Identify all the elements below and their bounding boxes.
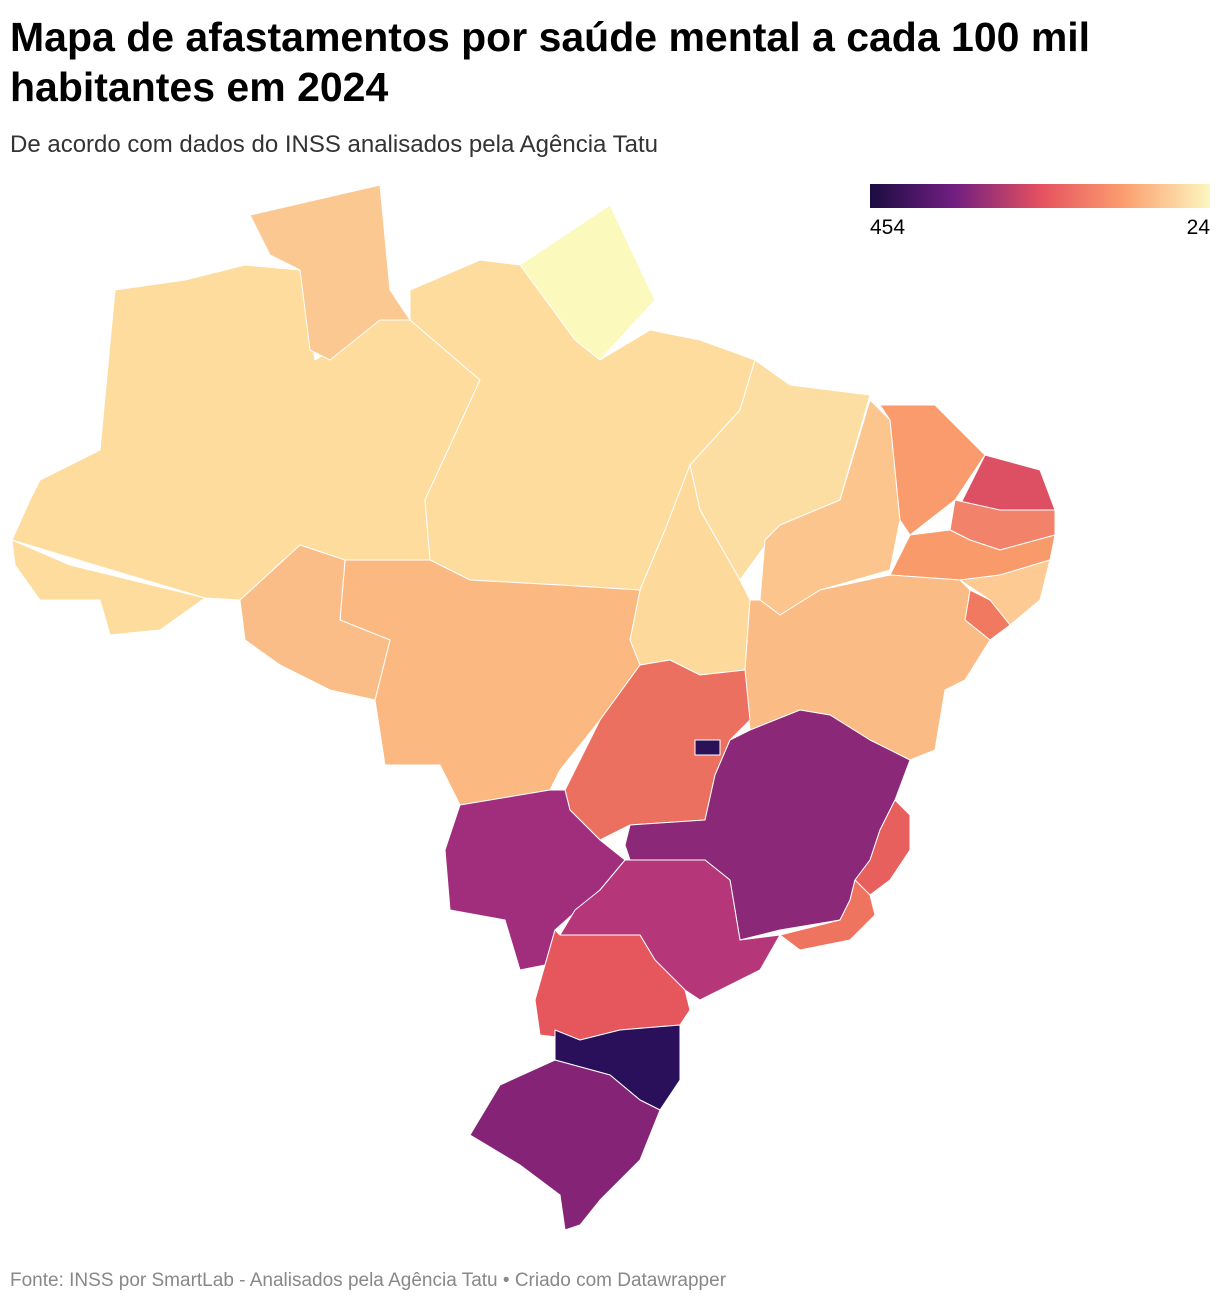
state <box>689 359 871 581</box>
state <box>469 1059 661 1231</box>
state <box>239 544 391 701</box>
state <box>694 739 721 756</box>
legend-max-label: 454 <box>870 216 905 239</box>
state <box>249 184 411 361</box>
state <box>11 539 206 636</box>
legend-gradient <box>870 184 1210 208</box>
states <box>11 184 1056 1231</box>
legend-min-label: 24 <box>1187 216 1211 239</box>
state <box>879 404 986 536</box>
footer: Fonte: INSS por SmartLab - Analisados pe… <box>10 1270 727 1291</box>
map: 454 24 <box>11 184 1211 1231</box>
state <box>559 859 781 1001</box>
title: Mapa de afastamentos por saúde mental a … <box>10 14 1091 110</box>
state <box>779 879 876 951</box>
subtitle: De acordo com dados do INSS analisados p… <box>10 131 658 158</box>
